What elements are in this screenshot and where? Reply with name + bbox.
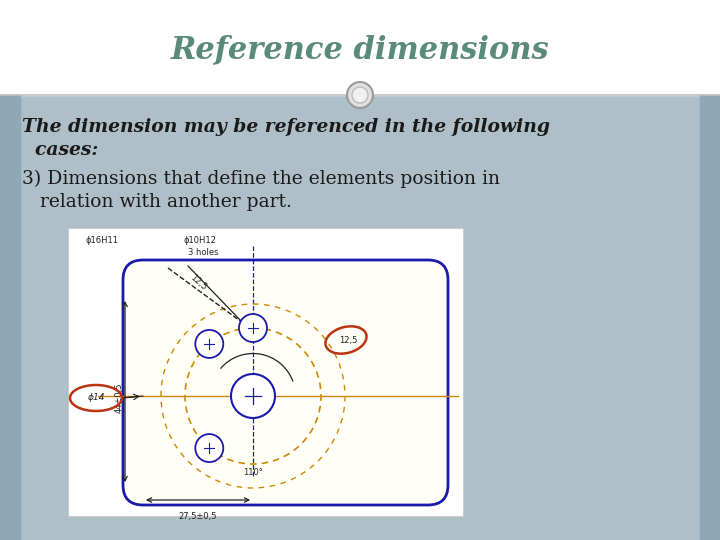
Text: 44±0,5: 44±0,5 — [114, 383, 124, 413]
Circle shape — [195, 330, 223, 358]
Text: cases:: cases: — [22, 141, 98, 159]
Text: 110°: 110° — [243, 468, 263, 477]
Text: ϕ14: ϕ14 — [87, 394, 104, 402]
Bar — [68, 228, 463, 516]
Text: ϕ10H12: ϕ10H12 — [183, 236, 216, 245]
Text: relation with another part.: relation with another part. — [22, 193, 292, 211]
Text: 12,5: 12,5 — [188, 273, 208, 293]
Text: ϕ16H11: ϕ16H11 — [86, 236, 119, 245]
Circle shape — [352, 87, 368, 103]
Bar — [0, 0, 720, 95]
Circle shape — [347, 82, 373, 108]
Circle shape — [239, 314, 267, 342]
Text: 3 holes: 3 holes — [188, 248, 218, 257]
Circle shape — [231, 374, 275, 418]
Text: 3) Dimensions that define the elements position in: 3) Dimensions that define the elements p… — [22, 170, 500, 188]
Bar — [700, 95, 720, 540]
Text: Reference dimensions: Reference dimensions — [171, 35, 549, 65]
Text: 12,5: 12,5 — [339, 335, 357, 345]
Circle shape — [195, 434, 223, 462]
Bar — [0, 95, 20, 540]
FancyBboxPatch shape — [123, 260, 448, 505]
Text: The dimension may be referenced in the following: The dimension may be referenced in the f… — [22, 118, 550, 136]
Text: 27,5±0,5: 27,5±0,5 — [179, 512, 217, 521]
